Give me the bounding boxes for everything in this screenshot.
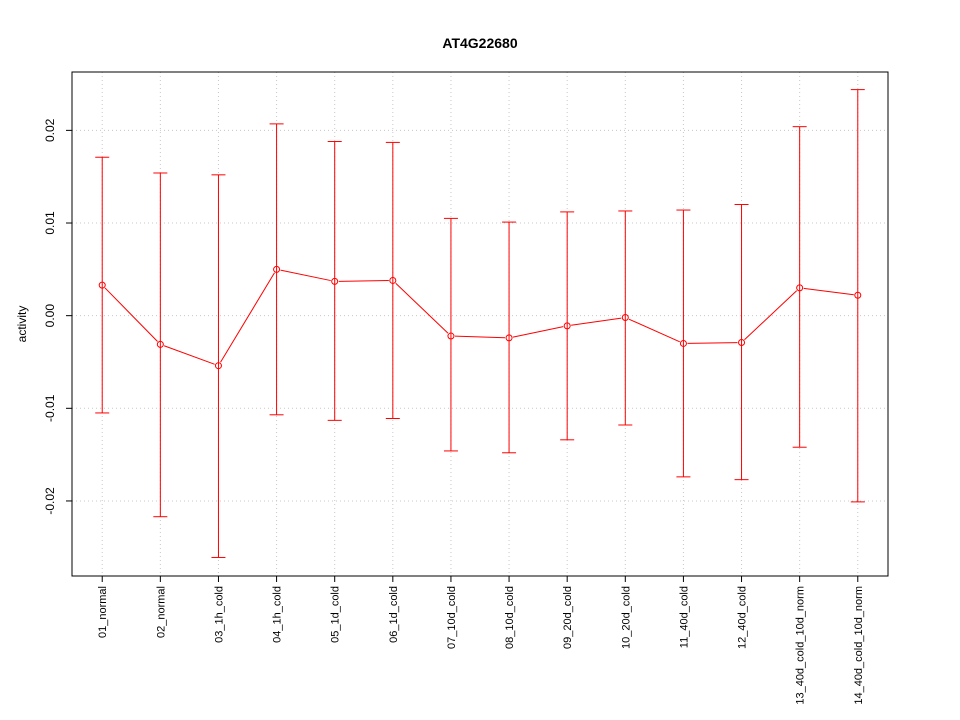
x-tick-label: 03_1h_cold [213,586,225,643]
data-point [621,314,629,322]
data-point [156,340,164,348]
x-tick-label: 01_normal [97,586,109,638]
series-segment [220,272,275,363]
series-segment [803,287,854,296]
y-tick-label: 0.01 [43,211,57,235]
series-segment [280,269,331,282]
x-tick-label: 14_40d_cold_10d_norm [853,586,865,705]
y-tick-label: -0.02 [43,487,57,515]
series-segment [395,282,449,334]
x-tick-label: 10_20d_cold [620,586,632,649]
data-point [854,291,862,299]
data-point [563,322,571,330]
x-tick-label: 05_1d_cold [330,586,342,643]
data-point [214,362,222,370]
y-axis-label: activity [15,306,29,343]
data-point [273,265,281,273]
x-tick-label: 11_40d_cold [678,586,690,648]
data-point [796,284,804,292]
y-tick-label: -0.01 [43,394,57,422]
series-segment [338,280,389,282]
data-point [447,332,455,340]
series-segment [744,290,798,341]
data-point [505,334,513,342]
plot-frame [71,71,889,577]
series-segment [104,287,158,342]
marks [95,89,865,558]
x-tick-label: 08_10d_cold [504,586,516,649]
series-segment [628,318,680,343]
data-point [389,276,397,284]
data-point [738,339,746,347]
x-tick-label: 09_20d_cold [562,586,574,649]
data-point [679,339,687,347]
grid [72,72,888,576]
series-segment [571,317,622,326]
x-tick-label: 07_10d_cold [446,586,458,649]
data-point [331,277,339,285]
x-tick-label: 12_40d_cold [737,586,749,649]
series-segment [454,335,506,339]
x-tick-label: 13_40d_cold_10d_norm [795,586,807,705]
y-tick-label: 0.00 [43,304,57,328]
chart-title: AT4G22680 [442,35,517,51]
axes: 01_normal 02_normal 03_1h_cold 04_1h_cold 05… [43,118,865,704]
data-point [98,281,106,289]
y-tick-label: 0.02 [43,118,57,142]
series-segment [512,326,564,338]
x-tick-label: 02_normal [155,586,167,638]
x-tick-label: 04_1h_cold [272,586,284,643]
x-tick-label: 06_1d_cold [388,586,400,643]
series-segment [687,342,738,344]
series-segment [163,345,215,365]
